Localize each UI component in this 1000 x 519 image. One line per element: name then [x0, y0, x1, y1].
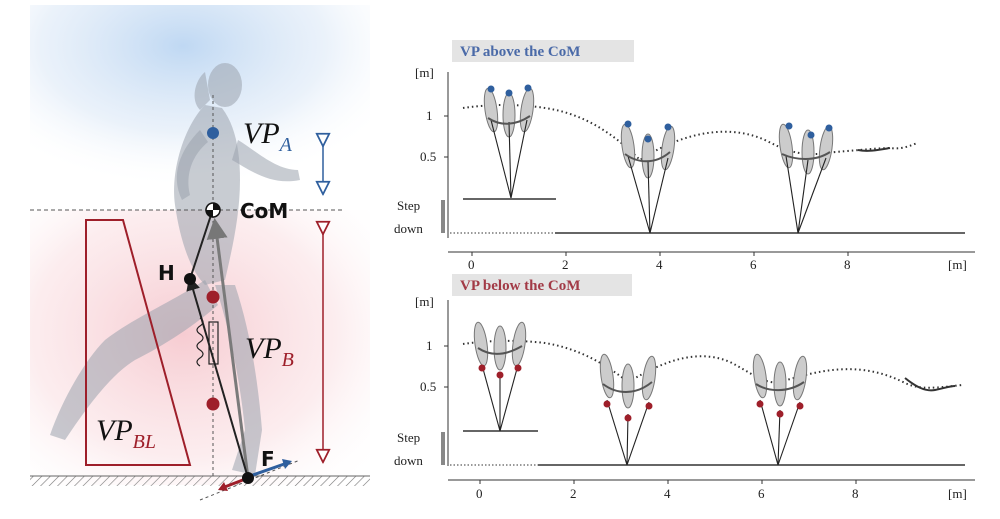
- bottom-runner-group-3: [752, 353, 808, 466]
- top-y-tick-05: 0.5: [420, 149, 436, 164]
- vp-bl-label: VPBL: [96, 414, 156, 453]
- bottom-y-tick-1: 1: [426, 338, 433, 353]
- bottom-x-tick-6: 6: [758, 486, 765, 501]
- top-x-tick-0: 0: [468, 257, 475, 272]
- bottom-step-bar: [441, 432, 445, 465]
- bottom-x-tick-2: 2: [570, 486, 577, 501]
- bottom-badge-text: VP below the CoM: [460, 278, 580, 294]
- bottom-x-ticks: 0 2 4 6 8: [476, 480, 859, 501]
- top-x-tick-4: 4: [656, 257, 663, 272]
- top-y-unit: [m]: [415, 65, 434, 80]
- top-runner-group-2: [620, 120, 676, 234]
- hip-label: H: [158, 261, 175, 285]
- top-x-tick-2: 2: [562, 257, 569, 272]
- top-x-tick-8: 8: [844, 257, 851, 272]
- bottom-plot: VP below the CoM [m] 1 0.5 Step down 0 2…: [394, 274, 975, 501]
- bottom-y-unit: [m]: [415, 294, 434, 309]
- vp-a-point: [207, 127, 219, 139]
- top-com-trajectory: [462, 104, 919, 162]
- bottom-trajectory-solid: [904, 377, 956, 392]
- top-x-ticks: 0 2 4 6 8: [468, 252, 851, 272]
- bottom-step-label-2: down: [394, 453, 423, 468]
- top-y-tick-1: 1: [426, 108, 433, 123]
- leg-line: [186, 276, 249, 479]
- top-runner-group-3: [778, 122, 834, 234]
- bottom-x-unit: [m]: [948, 486, 967, 501]
- top-runner-group-1: [483, 84, 535, 199]
- bottom-runner-group-2: [599, 353, 657, 466]
- bottom-badge-bg: [452, 274, 632, 296]
- bottom-x-tick-8: 8: [852, 486, 859, 501]
- top-x-tick-6: 6: [750, 257, 757, 272]
- com-label: CoM: [240, 199, 288, 223]
- bottom-com-trajectory: [462, 339, 963, 389]
- top-plot: VP above the CoM [m] 1 0.5 Step down 0 2…: [394, 40, 975, 272]
- top-badge-text: VP above the CoM: [460, 44, 580, 60]
- top-trajectory-solid: [857, 147, 891, 152]
- top-step-label-1: Step: [397, 198, 420, 213]
- bottom-runner-group-1: [473, 321, 527, 432]
- foot-arrow-blue: [249, 460, 291, 478]
- vp-a-label: VPA: [243, 117, 293, 156]
- spring-damper-icon: [196, 317, 219, 367]
- bottom-x-tick-4: 4: [664, 486, 671, 501]
- bottom-x-tick-0: 0: [476, 486, 483, 501]
- foot-point: [242, 472, 254, 484]
- vp-b-point-lower: [206, 397, 220, 411]
- top-step-label-2: down: [394, 221, 423, 236]
- trunk-line: [189, 211, 213, 280]
- bottom-step-label-1: Step: [397, 430, 420, 445]
- ground-hatch: [30, 476, 370, 486]
- grf-line: [206, 217, 250, 479]
- left-panel: VPA CoM H VPB VPBL F: [30, 5, 370, 501]
- vp-b-label: VPB: [245, 332, 294, 371]
- top-badge-bg: [452, 40, 634, 62]
- hip-point: [184, 273, 196, 285]
- foot-arrow-blue-head: [282, 459, 292, 469]
- com-marker-icon: [205, 202, 221, 218]
- foot-label: F: [261, 447, 275, 471]
- top-x-unit: [m]: [948, 257, 967, 272]
- vp-bl-region: [85, 219, 192, 466]
- bottom-y-tick-05: 0.5: [420, 379, 436, 394]
- vp-b-point-upper: [206, 290, 220, 304]
- foot-arrow-red-head: [218, 482, 228, 491]
- top-step-bar: [441, 200, 445, 233]
